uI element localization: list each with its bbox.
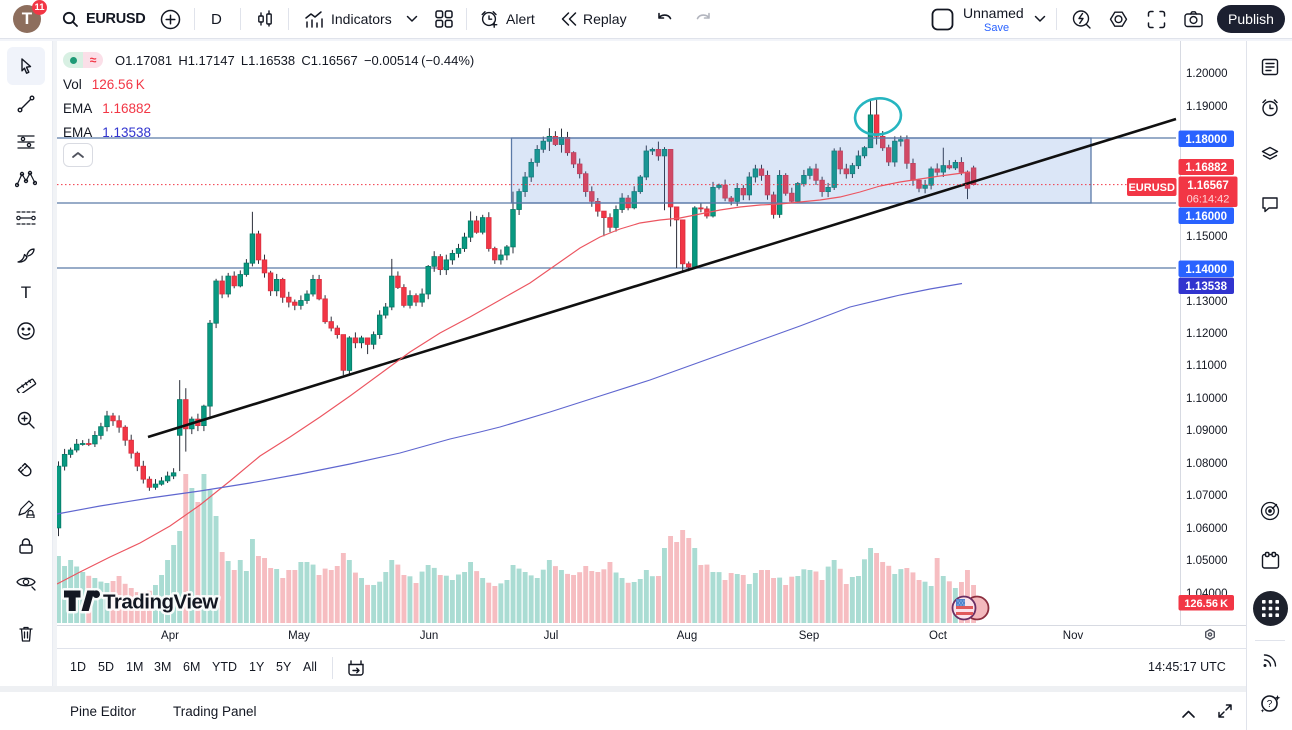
svg-text:1.15000: 1.15000	[1186, 231, 1228, 243]
svg-text:?: ?	[1267, 699, 1273, 710]
svg-text:TradingView: TradingView	[103, 591, 218, 614]
svg-text:1.18000: 1.18000	[1185, 134, 1227, 146]
svg-text:Aug: Aug	[677, 630, 697, 642]
svg-text:1.13538: 1.13538	[1185, 281, 1227, 293]
svg-text:1.19000: 1.19000	[1186, 101, 1228, 113]
svg-text:1.16567: 1.16567	[1187, 180, 1229, 192]
svg-text:1.13000: 1.13000	[1186, 296, 1228, 308]
svg-text:1.06000: 1.06000	[1186, 523, 1228, 535]
svg-text:EURUSD: EURUSD	[1128, 182, 1175, 194]
svg-text:1.16000: 1.16000	[1185, 211, 1227, 223]
svg-text:1.08000: 1.08000	[1186, 458, 1228, 470]
svg-text:1.16882: 1.16882	[1185, 162, 1227, 174]
svg-text:1.12000: 1.12000	[1186, 328, 1228, 340]
svg-text:May: May	[288, 630, 310, 642]
svg-text:Jun: Jun	[420, 630, 439, 642]
svg-text:Sep: Sep	[799, 630, 819, 642]
svg-text:Jul: Jul	[544, 630, 559, 642]
svg-text:1.05000: 1.05000	[1186, 555, 1228, 567]
svg-text:1.14000: 1.14000	[1185, 264, 1227, 276]
svg-text:1.09000: 1.09000	[1186, 425, 1228, 437]
svg-text:1.10000: 1.10000	[1186, 393, 1228, 405]
svg-text:Oct: Oct	[929, 630, 948, 642]
svg-text:Apr: Apr	[161, 630, 179, 642]
svg-text:1.20000: 1.20000	[1186, 68, 1228, 80]
svg-text:1.07000: 1.07000	[1186, 490, 1228, 502]
svg-text:1.11000: 1.11000	[1186, 360, 1227, 372]
svg-text:TradingView: TradingView	[103, 591, 218, 614]
svg-text:06:14:42: 06:14:42	[1187, 194, 1230, 206]
svg-text:Nov: Nov	[1063, 630, 1084, 642]
svg-text:126.56 K: 126.56 K	[1184, 598, 1228, 610]
